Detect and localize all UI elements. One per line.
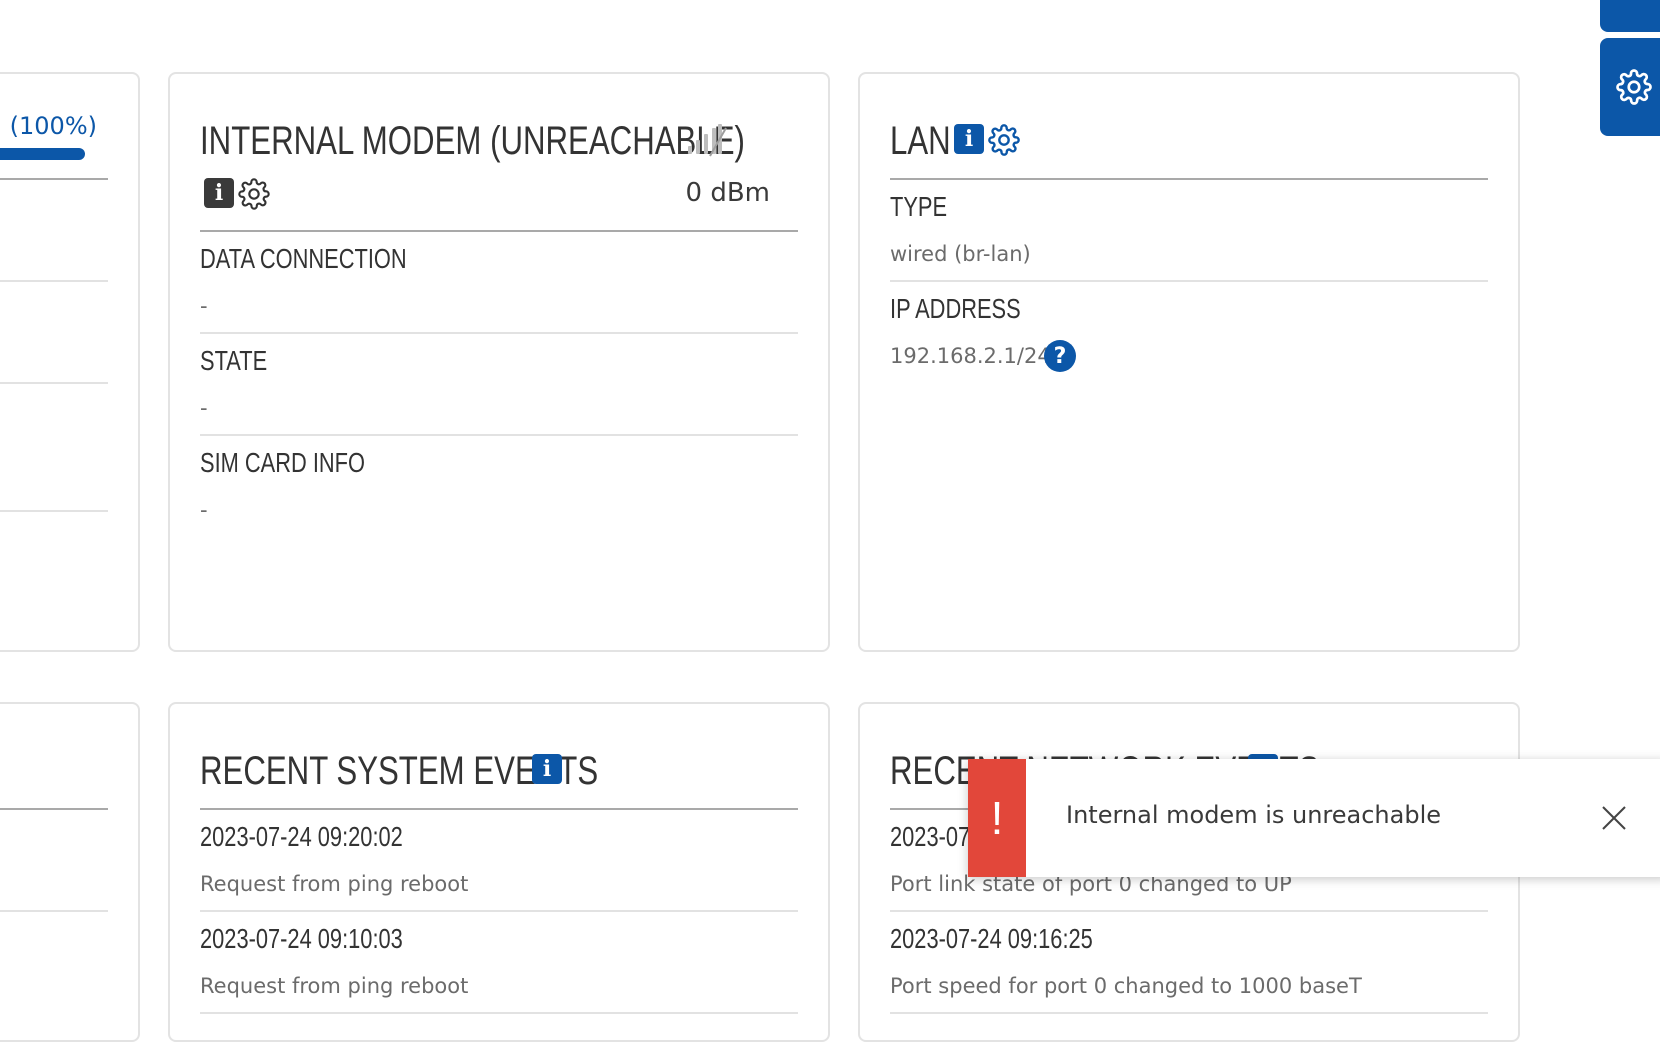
card-title: LAN <box>890 119 951 163</box>
info-icon[interactable]: i <box>532 754 562 784</box>
close-icon[interactable] <box>1600 804 1628 832</box>
percent-label: : (100%) <box>0 112 97 140</box>
card-title: RECENT SYSTEM EVENTS <box>200 749 599 793</box>
event-time: 2023-07-24 09:10:03 <box>200 923 403 954</box>
event-time: 2023-07-24 09:20:02 <box>200 821 403 852</box>
lan-card: LAN i TYPE wired (br-lan) IP ADDRESS 192… <box>858 72 1520 652</box>
info-icon[interactable]: i <box>954 124 984 154</box>
sim-card-info-value: - <box>200 498 208 522</box>
gear-icon <box>1616 69 1652 105</box>
data-connection-label: DATA CONNECTION <box>200 243 407 274</box>
progress-bar <box>0 148 85 160</box>
settings-side-button[interactable] <box>1600 38 1660 136</box>
toast-message: Internal modem is unreachable <box>1066 801 1442 829</box>
ip-address-label: IP ADDRESS <box>890 293 1021 324</box>
help-icon[interactable]: ? <box>1044 340 1076 372</box>
type-value: wired (br-lan) <box>890 242 1031 266</box>
left-card: : (100%) <box>0 72 140 652</box>
state-value: - <box>200 396 208 420</box>
type-label: TYPE <box>890 191 948 222</box>
state-label: STATE <box>200 345 268 376</box>
event-text: Request from ping reboot <box>200 974 469 998</box>
ip-address-value: 192.168.2.1/24 <box>890 344 1051 368</box>
gear-icon[interactable] <box>238 178 270 210</box>
event-text: Request from ping reboot <box>200 872 469 896</box>
signal-bars-icon <box>688 124 727 157</box>
sim-card-info-label: SIM CARD INFO <box>200 447 366 478</box>
info-icon[interactable]: i <box>204 178 234 208</box>
error-toast: ! Internal modem is unreachable <box>968 759 1660 877</box>
event-text: Port speed for port 0 changed to 1000 ba… <box>890 974 1362 998</box>
card-title: INTERNAL MODEM (UNREACHABLE) <box>200 119 745 163</box>
event-time: 2023-07-24 09:16:25 <box>890 923 1093 954</box>
data-connection-value: - <box>200 294 208 318</box>
signal-strength: 0 dBm <box>685 178 770 208</box>
side-tab-button[interactable] <box>1600 0 1660 32</box>
left-bottom-card <box>0 702 140 1042</box>
alert-icon: ! <box>968 759 1026 877</box>
gear-icon[interactable] <box>988 124 1020 156</box>
recent-system-events-card: RECENT SYSTEM EVENTS i 2023-07-24 09:20:… <box>168 702 830 1042</box>
internal-modem-card: INTERNAL MODEM (UNREACHABLE) i 0 dBm DAT… <box>168 72 830 652</box>
